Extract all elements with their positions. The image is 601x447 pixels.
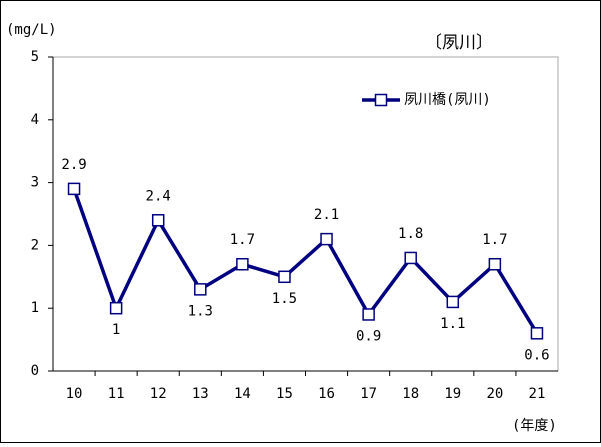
x-tick-label: 17 <box>360 386 377 402</box>
x-tick-label: 11 <box>108 386 125 402</box>
marker <box>67 182 81 196</box>
data-label: 1 <box>112 322 120 338</box>
marker <box>362 308 375 321</box>
x-tick-label: 20 <box>486 386 503 402</box>
marker <box>446 295 460 309</box>
data-label: 1.7 <box>482 232 507 248</box>
marker <box>278 270 291 284</box>
data-label: 2.9 <box>61 157 86 173</box>
x-tick-label: 14 <box>234 386 251 402</box>
y-tick-label: 5 <box>31 49 39 65</box>
x-tick-label: 19 <box>444 386 461 402</box>
marker <box>404 251 417 265</box>
data-label: 1.1 <box>440 316 465 332</box>
legend-marker <box>374 93 388 107</box>
data-label: 1.5 <box>272 291 297 307</box>
x-tick-label: 18 <box>402 386 419 402</box>
chart-title: 〔夙川〕 <box>425 33 493 53</box>
y-axis-label: (mg/L) <box>6 22 57 38</box>
marker <box>109 301 123 315</box>
data-label: 2.1 <box>314 207 339 223</box>
x-tick-label: 12 <box>150 386 167 402</box>
data-label: 1.8 <box>398 226 423 242</box>
marker <box>488 257 502 271</box>
marker <box>151 214 165 227</box>
marker <box>194 283 207 296</box>
x-tick-label: 13 <box>192 386 209 402</box>
x-axis-label: (年度) <box>512 418 557 434</box>
marker <box>236 257 249 271</box>
legend-label: 夙川橋(夙川) <box>404 92 491 108</box>
x-tick-label: 10 <box>66 386 83 402</box>
x-tick-label: 21 <box>529 386 546 402</box>
marker <box>320 232 333 246</box>
y-tick-label: 4 <box>31 112 39 128</box>
marker <box>530 327 544 340</box>
y-tick-label: 1 <box>31 300 39 316</box>
data-label: 0.6 <box>524 347 549 363</box>
x-tick-label: 15 <box>276 386 293 402</box>
x-tick-label: 16 <box>318 386 335 402</box>
data-label: 1.7 <box>230 232 255 248</box>
data-label: 2.4 <box>146 188 171 204</box>
y-tick-label: 0 <box>31 363 39 379</box>
data-label: 0.9 <box>356 328 381 344</box>
y-tick-label: 3 <box>31 175 39 191</box>
series-line <box>72 188 539 335</box>
y-tick-label: 2 <box>31 237 39 253</box>
data-label: 1.3 <box>188 303 213 319</box>
